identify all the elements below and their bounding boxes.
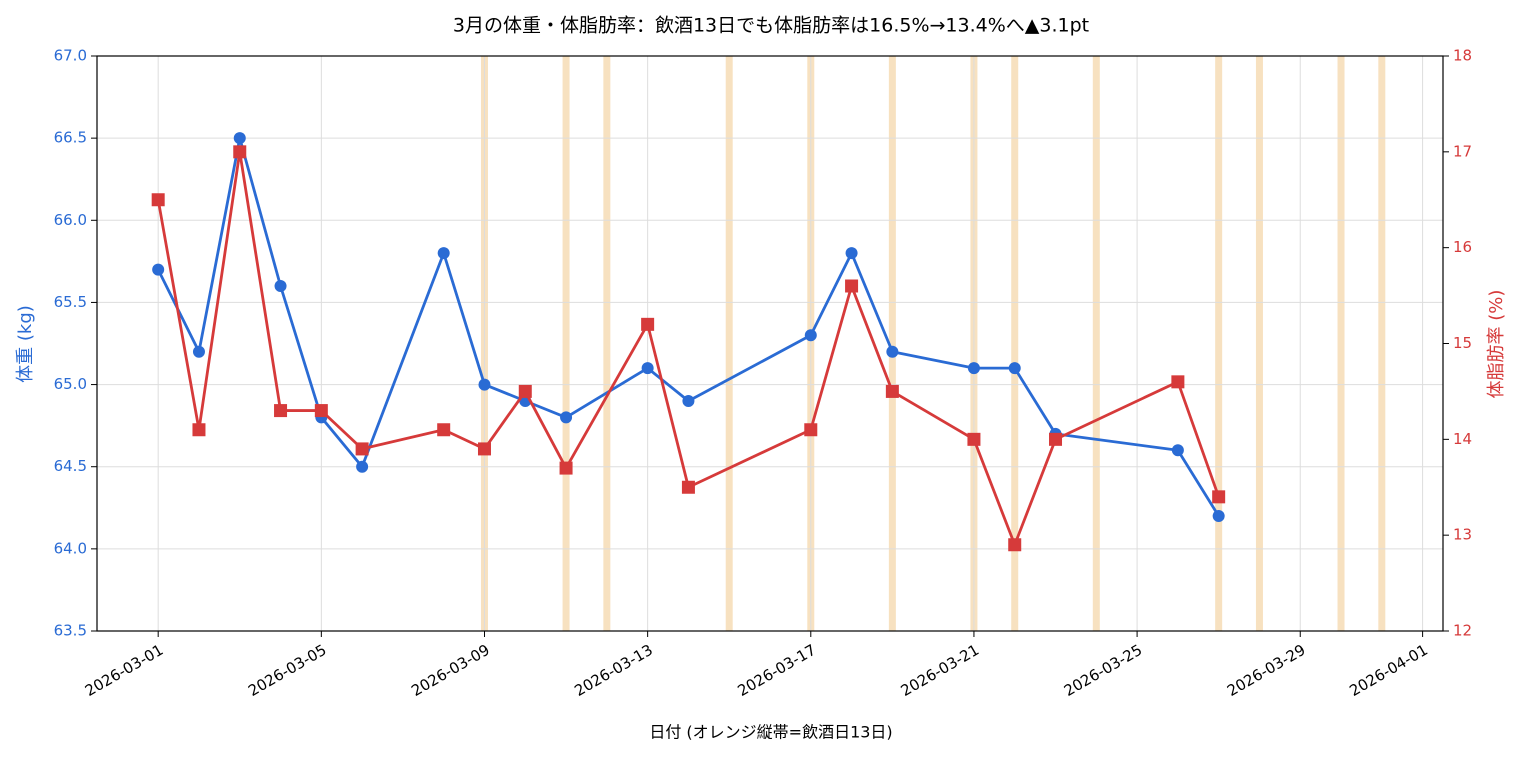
y-tick-label: 66.0 — [54, 211, 87, 229]
marker — [682, 395, 695, 407]
x-tick-label: 2026-03-21 — [898, 641, 983, 700]
marker — [274, 404, 288, 418]
plot-frame — [96, 55, 1444, 632]
marker — [845, 247, 858, 260]
marker — [560, 411, 573, 424]
marker — [641, 362, 654, 375]
marker — [559, 461, 573, 475]
marker — [1049, 432, 1063, 446]
x-tick-label: 2026-03-01 — [82, 641, 167, 700]
marker — [151, 193, 165, 207]
y2-axis-label: 体脂肪率 (%) — [1486, 290, 1507, 399]
x-axis-label: 日付 (オレンジ縦帯=飲酒日13日) — [649, 723, 892, 742]
marker — [152, 263, 165, 276]
drinking-band — [888, 56, 896, 631]
y2-tick-label: 14 — [1453, 430, 1472, 448]
series-line — [156, 150, 1220, 547]
marker — [355, 442, 369, 456]
drinking-band — [562, 56, 570, 631]
marker — [1171, 375, 1185, 389]
marker — [192, 345, 205, 358]
drinking-band — [1215, 56, 1223, 631]
y2-tick-label: 13 — [1453, 526, 1472, 544]
y2-tick-label: 16 — [1453, 238, 1472, 256]
marker — [1008, 362, 1021, 375]
y-tick-label: 64.5 — [54, 457, 87, 475]
y2-tick-label: 15 — [1453, 334, 1472, 352]
marker — [845, 279, 859, 293]
x-tick-label: 2026-03-13 — [571, 641, 656, 700]
x-tick-label: 2026-03-29 — [1224, 641, 1309, 700]
marker — [518, 384, 532, 398]
x-tick-label: 2026-03-05 — [245, 641, 330, 700]
marker — [641, 317, 655, 331]
marker — [192, 423, 206, 437]
chart-title: 3月の体重・体脂肪率：飲酒13日でも体脂肪率は16.5%→13.4%へ▲3.1p… — [453, 15, 1089, 37]
marker — [314, 404, 328, 418]
marker — [477, 442, 491, 456]
marker — [885, 384, 899, 398]
drinking-band — [1092, 56, 1100, 631]
x-tick-label: 2026-03-17 — [735, 641, 820, 700]
y-tick-label: 65.0 — [54, 375, 87, 393]
marker — [356, 460, 369, 473]
marker — [967, 432, 981, 446]
marker — [437, 247, 450, 260]
marker — [681, 480, 695, 494]
y-axis-label: 体重 (kg) — [15, 305, 36, 383]
marker — [804, 423, 818, 437]
y-tick-label: 65.5 — [54, 293, 87, 311]
y-tick-label: 63.5 — [54, 622, 87, 640]
y-tick-label: 67.0 — [54, 47, 87, 65]
y2-tick-label: 12 — [1453, 622, 1472, 640]
drinking-band — [1255, 56, 1263, 631]
marker — [233, 145, 247, 159]
y2-tick-label: 18 — [1453, 47, 1472, 65]
drinking-band — [1011, 56, 1019, 631]
marker — [233, 132, 246, 145]
y-tick-label: 66.5 — [54, 129, 87, 147]
y-tick-label: 64.0 — [54, 539, 87, 557]
marker — [1171, 444, 1184, 457]
marker — [1212, 510, 1225, 522]
series-line — [156, 136, 1220, 517]
marker — [967, 362, 980, 375]
marker — [1212, 490, 1226, 504]
drinking-band — [725, 56, 733, 631]
x-tick-label: 2026-03-09 — [408, 641, 493, 700]
marker — [1008, 538, 1022, 552]
drinking-band — [1378, 56, 1386, 631]
drinking-band — [603, 56, 611, 631]
marker — [437, 423, 451, 437]
marker — [886, 345, 899, 358]
marker — [478, 378, 491, 391]
marker — [804, 329, 817, 342]
x-tick-label: 2026-03-25 — [1061, 641, 1146, 700]
x-tick-label: 2026-04-01 — [1346, 641, 1431, 700]
drinking-band — [1337, 56, 1345, 631]
y2-tick-label: 17 — [1453, 142, 1472, 160]
marker — [274, 280, 287, 292]
